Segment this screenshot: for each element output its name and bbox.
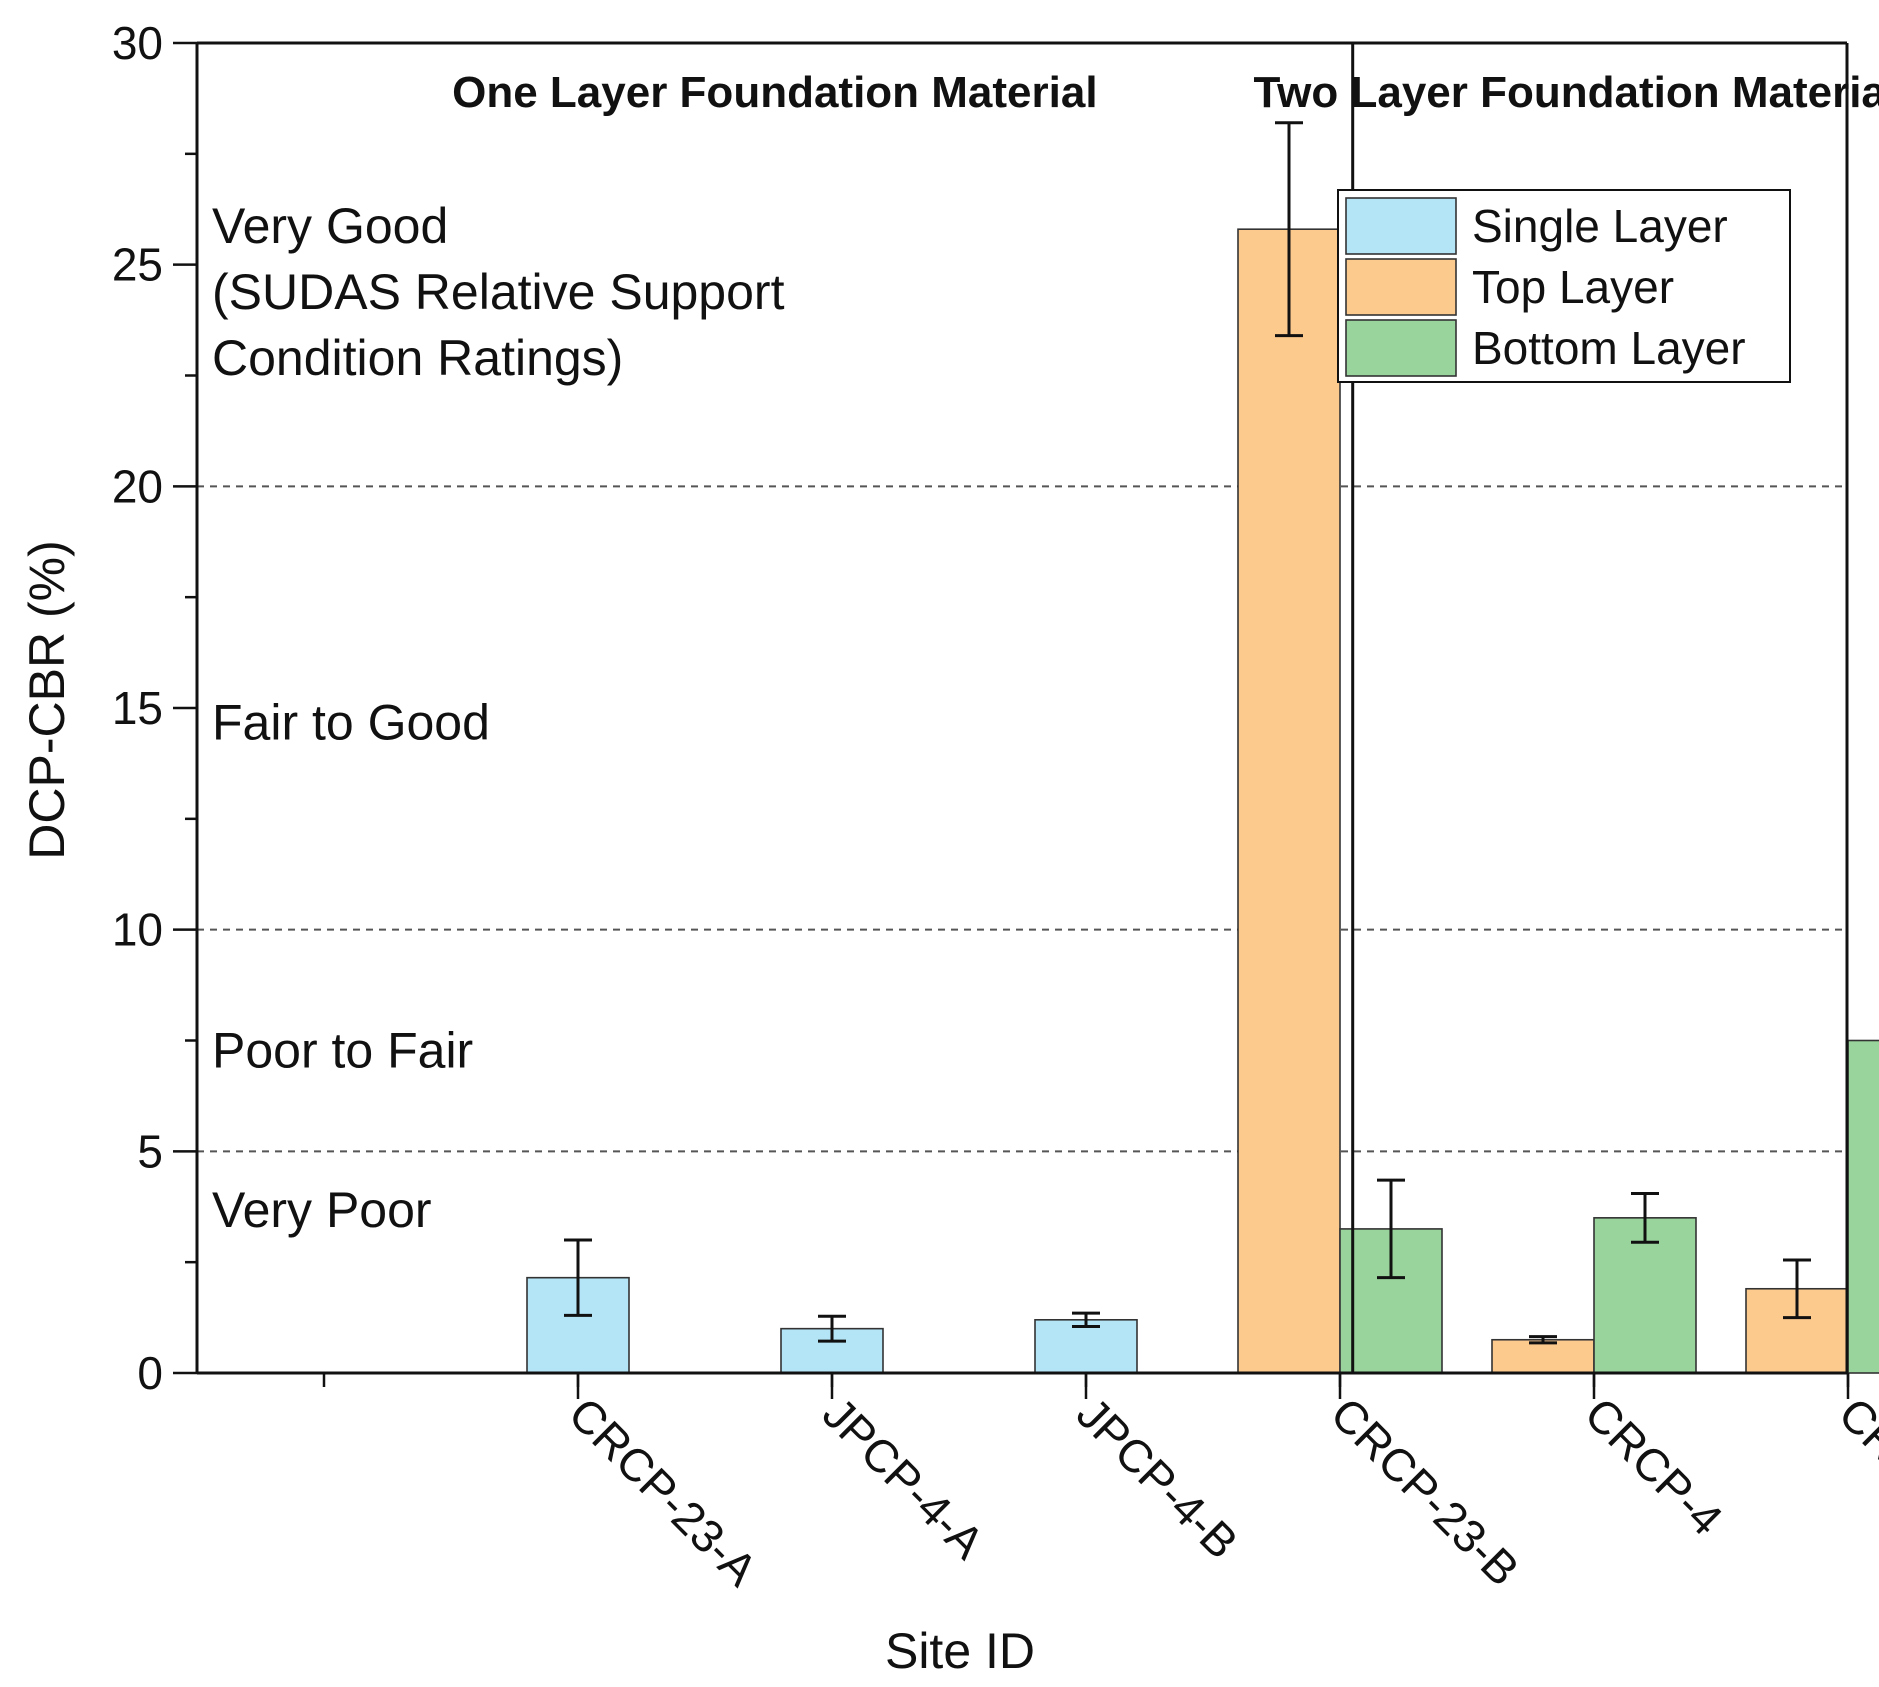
y-tick-label-25: 25 bbox=[112, 239, 163, 291]
error-bar-top-layer-crcp-23-b bbox=[1275, 121, 1303, 338]
y-tick-label-5: 5 bbox=[137, 1125, 163, 1177]
reference-lines bbox=[197, 485, 1847, 1153]
rating-labels: Very Good (SUDAS Relative Support Conditio… bbox=[212, 198, 785, 1238]
legend-swatch-bottom-layer bbox=[1345, 319, 1457, 377]
rating-label-2-line-0: Poor to Fair bbox=[212, 1022, 473, 1078]
error-bar-single-layer-jpcp-4-a bbox=[818, 1314, 846, 1343]
panel-title-one-layer: One Layer Foundation Material bbox=[452, 68, 1097, 117]
rating-label-0-line-0: Very Good bbox=[212, 198, 448, 254]
error-bar-bottom-layer-crcp-23-b bbox=[1377, 1178, 1405, 1280]
panel-title-two-layer: Two Layer Foundation Material bbox=[1254, 68, 1879, 117]
y-tick-label-20: 20 bbox=[112, 460, 163, 512]
legend-swatch-single-layer bbox=[1345, 197, 1457, 255]
error-bar-top-layer-crcp-12 bbox=[1783, 1258, 1811, 1320]
legend-label-top-layer: Top Layer bbox=[1472, 261, 1674, 313]
y-axis: 0 5 10 15 20 25 30 bbox=[112, 17, 199, 1399]
y-tick-label-15: 15 bbox=[112, 682, 163, 734]
error-bar-single-layer-jpcp-4-b bbox=[1072, 1311, 1100, 1328]
legend-label-bottom-layer: Bottom Layer bbox=[1472, 322, 1746, 374]
panel-titles: One Layer Foundation Material Two Layer F… bbox=[452, 68, 1879, 117]
y-tick-label-0: 0 bbox=[137, 1347, 163, 1399]
error-bar-top-layer-crcp-4 bbox=[1529, 1335, 1557, 1345]
error-bars bbox=[564, 121, 1811, 1345]
error-bar-single-layer-crcp-23-a bbox=[564, 1238, 592, 1317]
x-axis-title: Site ID bbox=[885, 1623, 1035, 1679]
bar-bottom-layer-crcp-12 bbox=[1847, 1039, 1879, 1374]
rating-label-0-line-1: (SUDAS Relative Support bbox=[212, 264, 785, 320]
rating-label-0-line-2: Condition Ratings) bbox=[212, 330, 623, 386]
y-axis-title: DCP-CBR (%) bbox=[19, 540, 75, 859]
error-bar-bottom-layer-crcp-4 bbox=[1631, 1191, 1659, 1244]
bar-top-layer-crcp-4 bbox=[1491, 1338, 1595, 1374]
y-tick-label-10: 10 bbox=[112, 904, 163, 956]
bar-series bbox=[526, 228, 1879, 1374]
rating-label-1-line-0: Fair to Good bbox=[212, 694, 490, 750]
rating-label-3-line-0: Very Poor bbox=[212, 1182, 432, 1238]
y-tick-label-30: 30 bbox=[112, 17, 163, 69]
legend-label-single-layer: Single Layer bbox=[1472, 200, 1728, 252]
legend-swatch-top-layer bbox=[1345, 258, 1457, 316]
bar-top-layer-crcp-23-b bbox=[1237, 228, 1341, 1374]
legend: Single Layer Top Layer Bottom Layer bbox=[1337, 189, 1791, 383]
